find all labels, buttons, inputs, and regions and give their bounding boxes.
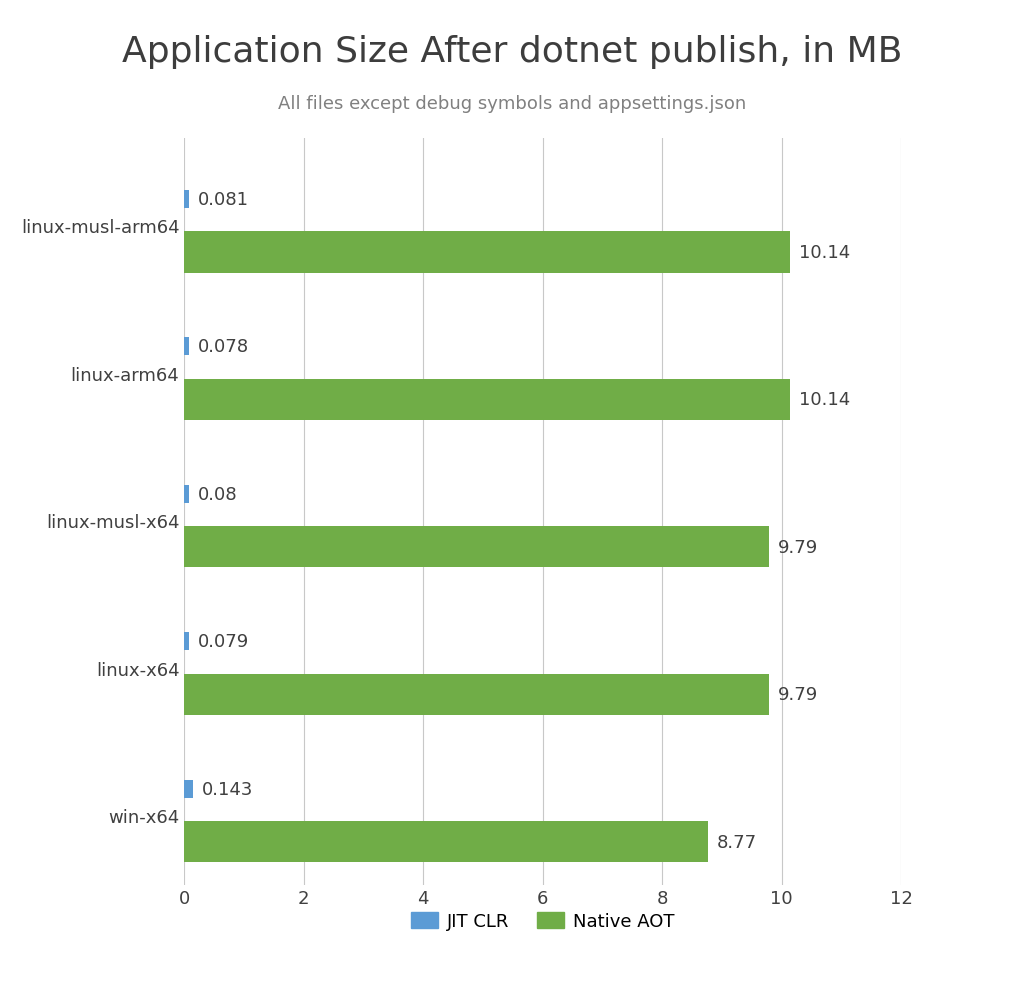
Bar — [184, 527, 769, 568]
Text: 0.079: 0.079 — [198, 632, 249, 650]
Text: 10.14: 10.14 — [799, 391, 850, 409]
Text: Application Size After dotnet publish, in MB: Application Size After dotnet publish, i… — [122, 35, 902, 69]
Text: 8.77: 8.77 — [717, 833, 758, 851]
Bar — [184, 232, 791, 273]
Text: 0.081: 0.081 — [198, 191, 249, 209]
Bar — [184, 191, 189, 209]
Bar — [184, 485, 189, 503]
Bar — [184, 338, 189, 356]
Bar — [184, 780, 193, 798]
Bar — [184, 674, 769, 716]
Text: 9.79: 9.79 — [778, 686, 818, 704]
Text: 0.078: 0.078 — [198, 338, 249, 356]
Text: All files except debug symbols and appsettings.json: All files except debug symbols and appse… — [278, 94, 746, 112]
Bar — [184, 380, 791, 420]
Legend: JIT CLR, Native AOT: JIT CLR, Native AOT — [402, 903, 683, 939]
Text: 10.14: 10.14 — [799, 244, 850, 261]
Text: 9.79: 9.79 — [778, 539, 818, 557]
Text: 0.08: 0.08 — [198, 485, 238, 503]
Bar — [184, 821, 709, 863]
Text: 0.143: 0.143 — [202, 780, 253, 798]
Bar — [184, 633, 189, 650]
